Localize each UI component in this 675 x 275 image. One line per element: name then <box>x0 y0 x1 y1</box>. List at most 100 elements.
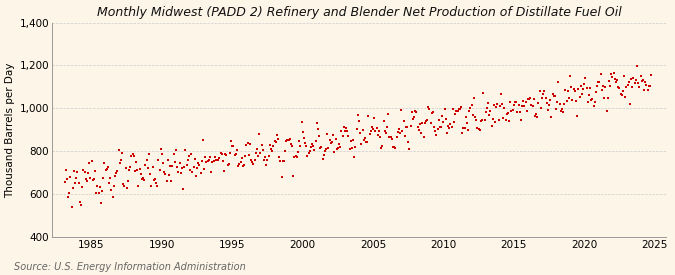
Point <box>602 96 613 100</box>
Point <box>356 142 367 146</box>
Point <box>249 158 260 163</box>
Point <box>502 112 512 117</box>
Point <box>487 117 498 122</box>
Point <box>256 142 267 147</box>
Point <box>546 115 557 119</box>
Point <box>225 150 236 155</box>
Point <box>222 163 233 167</box>
Point <box>279 149 290 154</box>
Point <box>456 105 466 109</box>
Point <box>93 191 104 195</box>
Point <box>468 95 479 100</box>
Point <box>288 174 299 178</box>
Point <box>240 153 250 158</box>
Point <box>171 148 182 152</box>
Point <box>159 170 169 174</box>
Point <box>119 184 130 189</box>
Point <box>193 161 204 165</box>
Point <box>410 109 421 113</box>
Point <box>435 125 446 129</box>
Point <box>130 169 140 173</box>
Point <box>96 200 107 205</box>
Point <box>504 119 514 123</box>
Point <box>311 120 322 125</box>
Point <box>292 155 302 159</box>
Point <box>171 165 182 169</box>
Point <box>124 168 134 172</box>
Point <box>406 110 417 114</box>
Point <box>317 157 328 161</box>
Point <box>450 112 460 117</box>
Point <box>271 133 282 137</box>
Point <box>400 133 410 138</box>
Point <box>95 185 105 189</box>
Point <box>215 151 226 155</box>
Point <box>173 170 184 174</box>
Point <box>373 128 384 133</box>
Point <box>513 103 524 107</box>
Point <box>225 139 236 143</box>
Point <box>381 131 392 136</box>
Point <box>570 99 581 104</box>
Point <box>274 155 285 159</box>
Point <box>188 165 199 169</box>
Point <box>417 121 428 125</box>
Point <box>330 136 341 141</box>
Point <box>136 172 146 177</box>
Point <box>427 111 437 116</box>
Point <box>510 100 520 104</box>
Point <box>97 188 107 193</box>
Point <box>367 125 377 129</box>
Point <box>460 114 471 119</box>
Point <box>176 171 186 175</box>
Point <box>80 177 91 182</box>
Point <box>145 172 156 177</box>
Point <box>370 129 381 133</box>
Point <box>131 160 142 164</box>
Point <box>373 132 383 137</box>
Point <box>589 100 600 104</box>
Point <box>438 120 449 124</box>
Point <box>444 126 455 130</box>
Point <box>394 127 404 132</box>
Point <box>624 80 634 85</box>
Point <box>319 149 330 153</box>
Point <box>365 128 376 133</box>
Point <box>465 106 476 110</box>
Point <box>262 158 273 162</box>
Point <box>516 117 526 122</box>
Point <box>294 139 304 143</box>
Point <box>371 126 382 130</box>
Point <box>66 204 77 209</box>
Point <box>378 119 389 123</box>
Point <box>521 108 532 113</box>
Point <box>427 110 438 114</box>
Point <box>424 107 435 112</box>
Point <box>507 108 518 112</box>
Point <box>82 171 93 176</box>
Point <box>327 140 338 145</box>
Point <box>581 86 592 90</box>
Point <box>212 158 223 162</box>
Point <box>297 130 308 134</box>
Point <box>358 138 369 142</box>
Point <box>637 78 648 82</box>
Point <box>412 125 423 129</box>
Point <box>464 108 475 113</box>
Point <box>167 164 178 168</box>
Point <box>497 102 508 106</box>
Point <box>481 106 492 110</box>
Point <box>151 181 161 186</box>
Point <box>103 165 113 169</box>
Point <box>429 125 439 130</box>
Point <box>493 117 504 122</box>
Point <box>411 110 422 114</box>
Point <box>351 127 362 131</box>
Point <box>435 125 446 130</box>
Point <box>133 184 144 189</box>
Point <box>548 94 559 98</box>
Point <box>109 184 119 188</box>
Point <box>610 80 621 85</box>
Point <box>532 115 543 119</box>
Point <box>346 139 356 144</box>
